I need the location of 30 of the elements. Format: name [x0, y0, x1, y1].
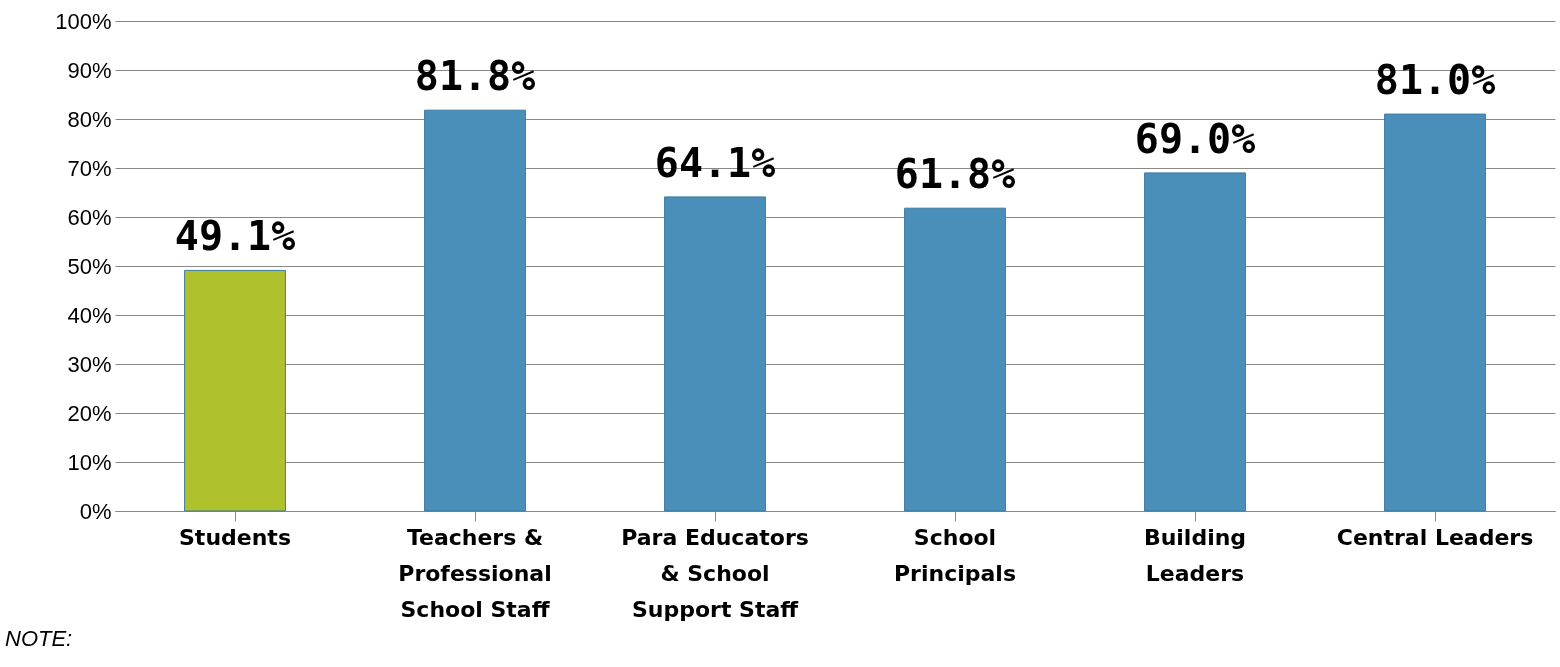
bar: [904, 207, 1006, 512]
x-tick-label: School Principals: [894, 524, 1016, 586]
data-label: 64.1%: [654, 139, 776, 186]
x-tick-label: Building Leaders: [1143, 524, 1247, 586]
data-label: 81.8%: [414, 53, 536, 100]
x-tick-label: Students: [179, 524, 291, 550]
data-label: 81.0%: [1374, 57, 1496, 104]
bar: [424, 109, 526, 512]
text: NOTE:: [5, 626, 73, 651]
y-tick-label: 70%: [67, 155, 112, 181]
data-label: 49.1%: [174, 213, 296, 260]
y-tick-label: 60%: [67, 204, 112, 230]
x-tick-label: Central Leaders: [1336, 524, 1534, 550]
data-label: 61.8%: [894, 151, 1016, 198]
bar: [1384, 113, 1486, 512]
data-label: 69.0%: [1134, 115, 1256, 162]
y-tick-label: 40%: [67, 302, 112, 328]
bar: [1144, 172, 1246, 512]
y-tick-label: 10%: [67, 449, 112, 475]
y-tick-label: 0%: [79, 498, 112, 524]
x-tick-label: Teachers & Professional School Staff: [398, 524, 552, 622]
bar: [184, 269, 286, 512]
y-tick-label: 80%: [67, 106, 112, 132]
y-tick-label: 90%: [67, 57, 112, 83]
y-tick-label: 30%: [67, 351, 112, 377]
y-tick-label: 100%: [55, 8, 112, 34]
y-tick-label: 50%: [67, 253, 112, 279]
x-tick-label: Para Educators & School Support Staff: [621, 524, 809, 622]
y-tick-label: 20%: [67, 400, 112, 426]
bar: [664, 196, 766, 512]
